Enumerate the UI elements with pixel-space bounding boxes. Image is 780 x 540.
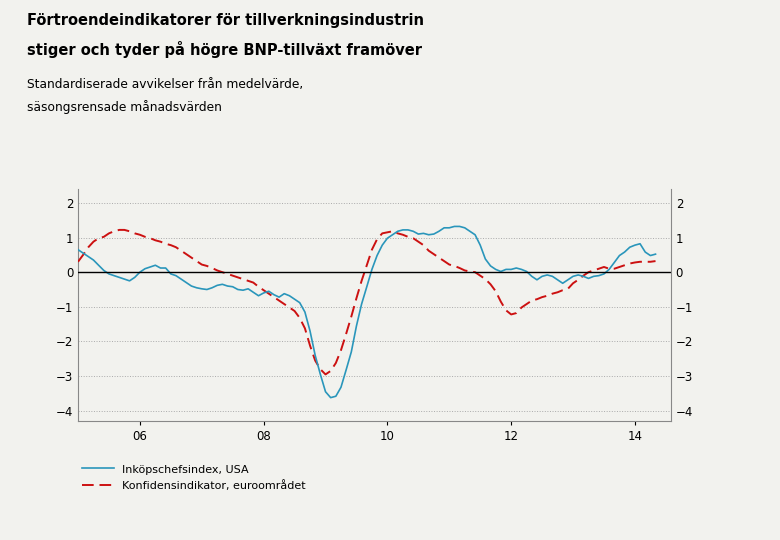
Inköpschefsindex, USA xyxy=(89,257,98,264)
Inköpschefsindex, USA xyxy=(651,251,660,258)
Text: Förtroendeindikatorer för tillverkningsindustrin: Förtroendeindikatorer för tillverkningsi… xyxy=(27,14,424,29)
Inköpschefsindex, USA xyxy=(620,249,629,255)
Inköpschefsindex, USA xyxy=(517,266,526,273)
Line: Inköpschefsindex, USA: Inköpschefsindex, USA xyxy=(78,226,655,397)
Inköpschefsindex, USA xyxy=(326,394,335,401)
Konfidensindikator, euroområdet xyxy=(620,262,629,268)
Konfidensindikator, euroområdet xyxy=(89,239,98,245)
Konfidensindikator, euroområdet xyxy=(264,291,274,297)
Konfidensindikator, euroområdet xyxy=(563,286,573,292)
Konfidensindikator, euroområdet xyxy=(94,235,103,241)
Konfidensindikator, euroområdet xyxy=(517,304,526,310)
Inköpschefsindex, USA xyxy=(450,223,459,230)
Text: säsongsrensade månadsvärden: säsongsrensade månadsvärden xyxy=(27,100,222,114)
Text: Standardiserade avvikelser från medelvärde,: Standardiserade avvikelser från medelvär… xyxy=(27,78,303,91)
Konfidensindikator, euroområdet xyxy=(321,371,330,377)
Konfidensindikator, euroområdet xyxy=(115,227,124,233)
Konfidensindikator, euroområdet xyxy=(651,258,660,264)
Konfidensindikator, euroområdet xyxy=(73,259,83,265)
Legend: Inköpschefsindex, USA, Konfidensindikator, euroområdet: Inköpschefsindex, USA, Konfidensindikato… xyxy=(78,460,310,496)
Line: Konfidensindikator, euroområdet: Konfidensindikator, euroområdet xyxy=(78,230,655,374)
Text: stiger och tyder på högre BNP-tillväxt framöver: stiger och tyder på högre BNP-tillväxt f… xyxy=(27,40,422,57)
Inköpschefsindex, USA xyxy=(94,262,103,268)
Inköpschefsindex, USA xyxy=(259,290,268,296)
Inköpschefsindex, USA xyxy=(73,246,83,253)
Inköpschefsindex, USA xyxy=(563,276,573,283)
